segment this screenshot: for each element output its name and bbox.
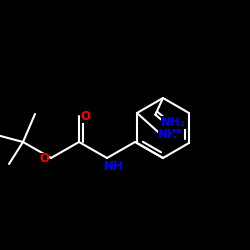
Text: NH₂: NH₂ [161, 116, 186, 129]
Text: N: N [172, 124, 182, 136]
Text: O: O [39, 152, 49, 166]
Text: O: O [80, 110, 90, 122]
Text: NH: NH [158, 128, 178, 140]
Text: NH: NH [104, 160, 124, 173]
